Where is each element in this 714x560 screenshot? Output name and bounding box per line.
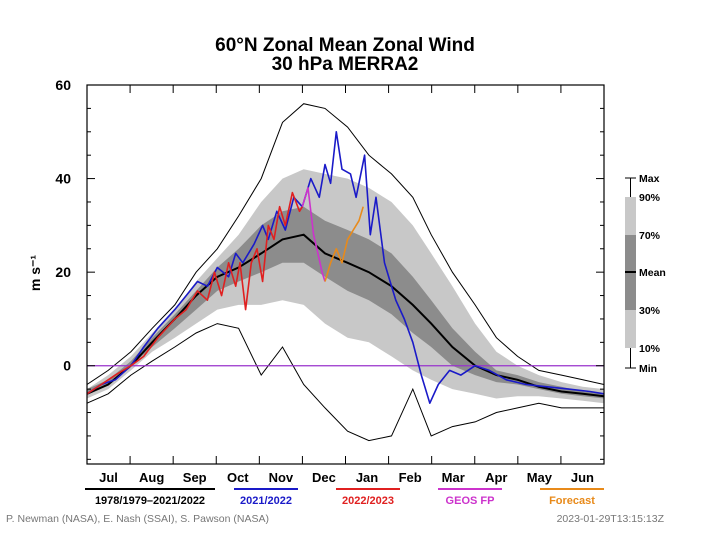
x-axis: Jul Aug Sep Oct Nov Dec Jan Feb Mar Apr May Jun <box>86 85 605 485</box>
band-key-label: 90% <box>639 192 661 204</box>
x-tick-label: Aug <box>139 470 164 485</box>
plot-area: 0 20 40 60 Jul Aug Sep Oct Nov Dec Jan Feb Mar Apr Ma… <box>55 77 605 485</box>
x-tick-label: Nov <box>269 470 294 485</box>
series-line-2 <box>301 187 326 282</box>
legend-label: GEOS FP <box>446 495 495 507</box>
x-tick-label: May <box>527 470 553 485</box>
series-line-3 <box>324 206 364 282</box>
y-tick-label: 60 <box>55 77 71 93</box>
y-tick-label: 20 <box>55 264 71 280</box>
band-key-label: Mean <box>639 267 666 279</box>
chart-subtitle: 30 hPa MERRA2 <box>272 54 419 75</box>
x-tick-label: Mar <box>442 470 465 485</box>
legend-label: 2021/2022 <box>240 495 292 507</box>
y-tick-label: 0 <box>63 358 71 374</box>
series-line-1 <box>86 191 303 395</box>
legend-label: Forecast <box>549 495 595 507</box>
min-line <box>86 323 604 442</box>
band-key-label: 30% <box>639 305 661 317</box>
x-tick-label: Jul <box>99 470 118 485</box>
y-axis: 0 20 40 60 <box>55 77 604 460</box>
credit-timestamp: 2023-01-29T13:15:13Z <box>557 513 665 525</box>
series-lines <box>86 131 605 405</box>
max-line <box>86 103 605 385</box>
legend-label: 1978/1979–2021/2022 <box>95 495 205 507</box>
x-tick-label: Sep <box>183 470 207 485</box>
y-axis-label: m s⁻¹ <box>27 255 43 292</box>
x-tick-label: Apr <box>485 470 507 485</box>
credit-authors: P. Newman (NASA), E. Nash (SSAI), S. Paw… <box>6 513 269 525</box>
band-key-label: 70% <box>639 230 661 242</box>
legend: 1978/1979–2021/2022 2021/2022 2022/2023 GEO… <box>85 488 604 507</box>
x-tick-label: Dec <box>312 470 336 485</box>
chart-title: 60°N Zonal Mean Zonal Wind <box>215 35 475 56</box>
x-tick-label: Oct <box>227 470 249 485</box>
legend-label: 2022/2023 <box>342 495 394 507</box>
x-tick-label: Jun <box>571 470 594 485</box>
band-key-label: Min <box>639 363 657 375</box>
band-key-label: 10% <box>639 343 661 355</box>
y-tick-label: 40 <box>55 171 71 187</box>
x-tick-label: Jan <box>356 470 378 485</box>
band-key-label: Max <box>639 173 660 185</box>
x-tick-label: Feb <box>399 470 422 485</box>
band-key: Max 90% 70% Mean 30% 10% Min <box>625 173 666 375</box>
series-line-0 <box>86 131 605 405</box>
